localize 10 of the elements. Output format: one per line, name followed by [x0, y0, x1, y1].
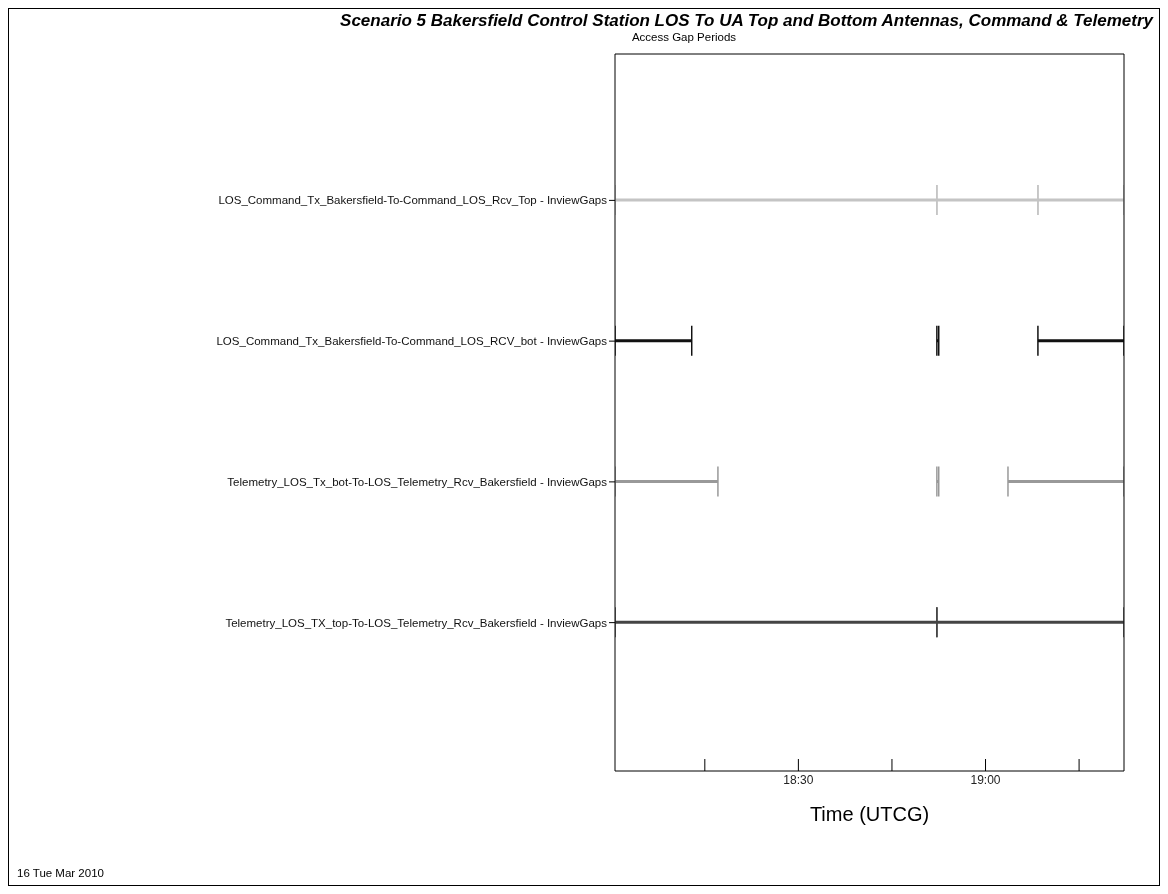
y-tick-label: Telemetry_LOS_Tx_bot-To-LOS_Telemetry_Rcv_Bakersfield - InviewGaps: [227, 475, 608, 488]
y-tick-label: Telemetry_LOS_TX_top-To-LOS_Telemetry_Rcv_Bakersfield - InviewGaps: [225, 616, 608, 629]
y-tick-label: LOS_Command_Tx_Bakersfield-To-Command_LOS_Rcv_Top - InviewGaps: [218, 194, 608, 207]
y-tick-label: LOS_Command_Tx_Bakersfield-To-Command_LOS_RCV_bot - InviewGaps: [216, 335, 608, 348]
text: 16 Tue Mar 2010: [17, 867, 104, 879]
chart-title: Scenario 5 Bakersfield Control Station LOS To UA Top and Bottom Antennas, Command & Telemetry: [339, 11, 1155, 31]
x-tick-label: 19:00: [970, 772, 1001, 787]
x-axis-title: Time (UTCG): [809, 803, 930, 825]
x-tick-label: 18:30: [783, 772, 814, 787]
chart-subtitle: Access Gap Periods: [630, 31, 738, 45]
